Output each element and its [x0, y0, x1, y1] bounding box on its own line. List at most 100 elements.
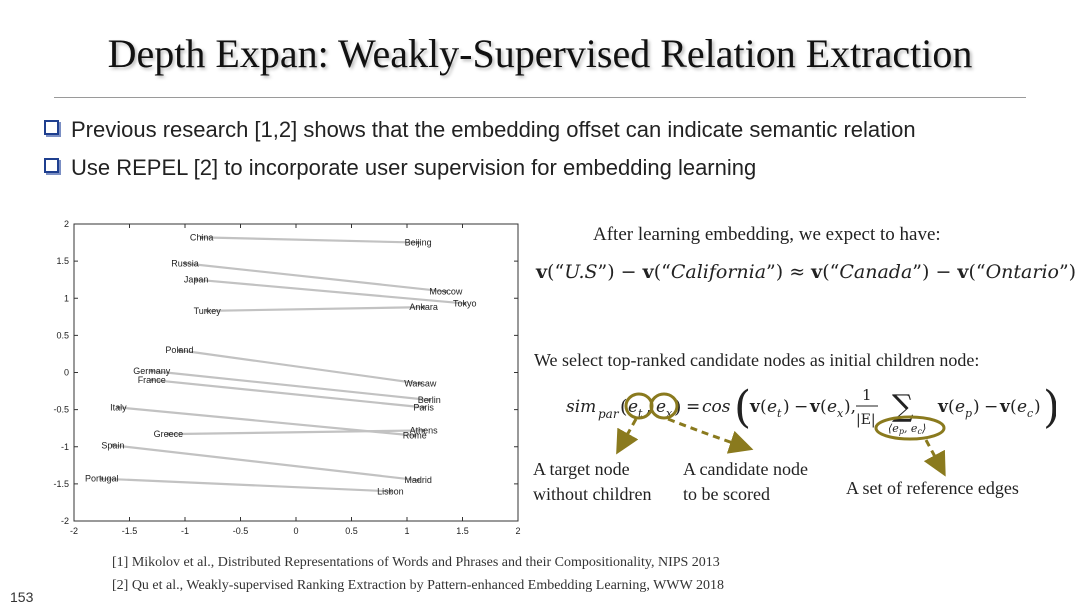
point-label: Lisbon: [377, 486, 404, 496]
formula-v4-sub: c: [1027, 407, 1033, 420]
formula-p6: ): [973, 397, 980, 417]
point-label: China: [190, 232, 214, 242]
checkbox-bullet-icon: [44, 120, 59, 135]
point-label: Portugal: [85, 474, 119, 484]
formula-v1-sub: t: [777, 407, 782, 420]
expect-text: After learning embedding, we expect to h…: [593, 224, 941, 245]
data-point: [422, 305, 426, 309]
y-tick-label: -0.5: [53, 405, 69, 415]
y-tick-label: -1.5: [53, 479, 69, 489]
slide-title: Depth Expan: Weakly-Supervised Relation …: [107, 31, 973, 76]
data-point: [183, 261, 187, 265]
formula-v2: v: [809, 397, 821, 417]
formula-v2-sub: x: [837, 407, 844, 420]
point-label: Greece: [154, 429, 184, 439]
point-label: Beijing: [405, 238, 432, 248]
target-node-label: A target node without children: [533, 457, 651, 507]
formula-p8: ): [1034, 397, 1041, 417]
formula-sum-sub: ⟨ep, ec⟩: [888, 422, 926, 436]
formula-minus2: −: [984, 397, 998, 417]
x-tick-label: 0: [293, 526, 298, 536]
candidate-node-label-line1: A candidate node: [683, 459, 808, 479]
formula-p4: ),: [844, 397, 856, 417]
offset-line: [201, 236, 419, 244]
target-arrow: [616, 418, 639, 455]
formula-p3: (: [820, 397, 827, 417]
formula-v2-e: e: [827, 397, 837, 417]
offset-line: [196, 278, 465, 305]
data-point: [194, 278, 198, 282]
formula-ex: e: [656, 397, 666, 417]
formula-sum-sign: ∑: [892, 389, 914, 424]
point-label: Tokyo: [453, 298, 477, 308]
y-tick-label: 0: [64, 368, 69, 378]
data-point: [413, 434, 417, 438]
offset-line: [207, 306, 424, 312]
reference-2: [2] Qu et al., Weakly-supervised Ranking…: [112, 578, 724, 593]
data-point: [388, 489, 392, 493]
formula-v3: v: [937, 397, 949, 417]
reference-1: [1] Mikolov et al., Distributed Represen…: [112, 555, 720, 570]
point-label: Moscow: [429, 287, 463, 297]
point-label: Japan: [184, 275, 209, 285]
y-tick-label: -2: [61, 516, 69, 526]
x-tick-label: 0.5: [345, 526, 358, 536]
point-label: Madrid: [404, 475, 432, 485]
point-label: Germany: [133, 366, 171, 376]
y-tick-label: 1.5: [56, 256, 69, 266]
bullet-text-1: Previous research [1,2] shows that the e…: [71, 117, 916, 142]
data-point: [100, 477, 104, 481]
y-tick-label: 2: [64, 219, 69, 229]
eq-v3: v: [811, 261, 823, 283]
offset-line: [101, 477, 391, 493]
checkbox-bullet-icon: [44, 158, 59, 173]
formula-p5: (: [948, 397, 955, 417]
data-point: [416, 240, 420, 245]
analogy-equation: v(“U.S”) − v(“California”) ≈ v(“Canada”)…: [536, 261, 1077, 283]
select-text: We select top-ranked candidate nodes as …: [534, 350, 980, 370]
formula-v3-sub: p: [965, 407, 972, 420]
offset-line: [168, 429, 424, 436]
x-tick-label: 2: [515, 526, 520, 536]
offset-line: [151, 369, 430, 402]
formula-et: e: [628, 397, 638, 417]
point-label: Warsaw: [404, 379, 437, 389]
data-point: [150, 378, 154, 382]
eq-term-california: California: [670, 261, 767, 283]
formula-big-open-paren: (: [734, 382, 751, 433]
point-label: Russia: [171, 258, 199, 268]
eq-v1: v: [536, 261, 548, 283]
title-divider: [54, 97, 1026, 98]
target-node-label-line2: without children: [533, 484, 652, 504]
formula-open-paren: (: [620, 396, 627, 418]
y-tick-label: 1: [64, 293, 69, 303]
formula-v3-e: e: [955, 397, 965, 417]
formula-v1-e: e: [767, 397, 777, 417]
data-point: [166, 432, 170, 436]
data-point: [111, 443, 115, 447]
eq-term-ontario: Ontario: [985, 261, 1059, 283]
formula-equals: =: [686, 397, 700, 417]
eq-term-canada: Canada: [839, 261, 913, 283]
data-point: [150, 369, 154, 373]
formula-cos: cos: [702, 397, 731, 417]
y-tick-label: -1: [61, 442, 69, 452]
point-label: France: [138, 375, 166, 385]
bullet-item-1: Previous research [1,2] shows that the e…: [44, 117, 916, 143]
eq-term-us: U.S: [564, 261, 598, 283]
formula-v4: v: [999, 397, 1011, 417]
data-point: [116, 405, 120, 409]
point-label: Spain: [101, 440, 124, 450]
data-point: [205, 309, 209, 313]
point-label: Poland: [165, 345, 193, 355]
formula-v1: v: [749, 397, 761, 417]
data-point: [418, 382, 422, 386]
x-tick-label: -0.5: [233, 526, 249, 536]
data-point: [463, 301, 467, 306]
point-label: Berlin: [418, 395, 441, 405]
page-number: 153: [10, 589, 34, 605]
data-point: [444, 289, 448, 294]
formula-par: par: [598, 407, 620, 421]
data-point: [416, 478, 420, 482]
offset-line: [112, 444, 419, 482]
